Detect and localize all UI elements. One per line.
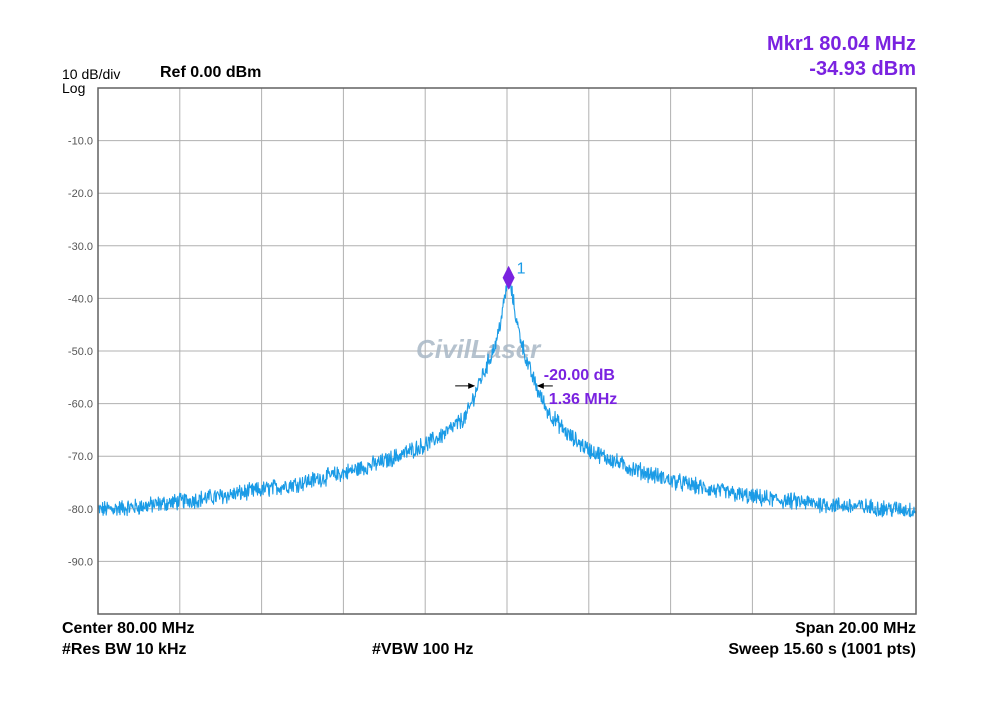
center-frequency: Center 80.00 MHz xyxy=(62,620,195,637)
marker-1-label: 1 xyxy=(517,261,526,278)
y-tick-label: -40.0 xyxy=(68,293,93,305)
resolution-bandwidth: #Res BW 10 kHz xyxy=(62,641,187,658)
y-tick-label: -80.0 xyxy=(68,504,93,516)
scale-type-label: Log xyxy=(62,80,86,96)
reference-level-label: Ref 0.00 dBm xyxy=(160,64,262,81)
plot-frame xyxy=(97,87,917,615)
y-tick-labels: -10.0 -20.0 -30.0 -40.0 -50.0 -60.0 -70.0 -80.0… xyxy=(68,136,93,569)
watermark: CivilLaser xyxy=(416,334,542,364)
y-tick-label: -20.0 xyxy=(68,188,93,200)
y-tick-label: -30.0 xyxy=(68,241,93,253)
y-tick-label: -60.0 xyxy=(68,399,93,411)
marker-frequency-readout: Mkr1 80.04 MHz xyxy=(767,33,916,55)
y-tick-label: -10.0 xyxy=(68,136,93,148)
y-tick-label: -50.0 xyxy=(68,346,93,358)
y-tick-label: -70.0 xyxy=(68,451,93,463)
bandwidth-freq-label: 1.36 MHz xyxy=(549,391,617,408)
scale-label: 10 dB/div xyxy=(62,66,121,82)
bandwidth-db-label: -20.00 dB xyxy=(544,367,615,384)
y-tick-label: -90.0 xyxy=(68,556,93,568)
marker-level-readout: -34.93 dBm xyxy=(809,58,916,80)
bandwidth-left-arrow xyxy=(455,382,476,389)
video-bandwidth: #VBW 100 Hz xyxy=(372,641,474,658)
bandwidth-right-arrow xyxy=(536,382,553,389)
sweep-time: Sweep 15.60 s (1001 pts) xyxy=(728,641,916,658)
span: Span 20.00 MHz xyxy=(795,620,916,637)
bandwidth-left-arrow-head xyxy=(468,382,476,389)
bandwidth-measurement: -20.00 dB 1.36 MHz xyxy=(455,367,617,408)
bandwidth-right-arrow-head xyxy=(536,382,544,389)
grid xyxy=(98,88,916,614)
marker-1-diamond[interactable] xyxy=(502,265,515,290)
